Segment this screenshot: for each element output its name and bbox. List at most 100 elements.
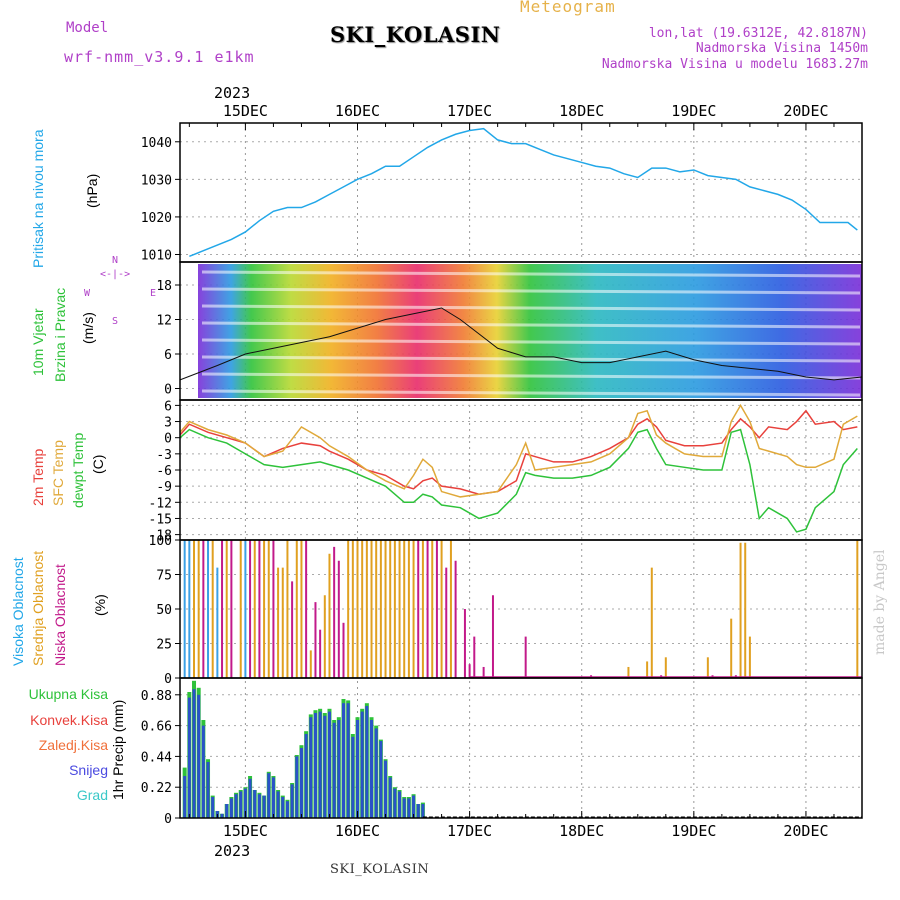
bottom-day-tick: 19DEC bbox=[671, 822, 716, 840]
precip-snow-bar bbox=[267, 773, 271, 818]
precip-snow-bar bbox=[309, 717, 313, 818]
precip-snow-bar bbox=[262, 795, 266, 818]
clouds-ytick-label: 0 bbox=[164, 672, 172, 687]
compass-west: W bbox=[84, 288, 91, 299]
legend-convective-rain: Konvek.Kisa bbox=[30, 712, 108, 728]
precip-snow-bar bbox=[187, 697, 191, 818]
precip-ytick-label: 0.44 bbox=[141, 750, 172, 765]
watermark: made by Angel bbox=[872, 549, 888, 656]
precip-snow-bar bbox=[197, 694, 201, 818]
temperature-ytick-label: -3 bbox=[156, 448, 172, 463]
precip-snow-bar bbox=[318, 711, 322, 818]
precip-snow-bar bbox=[337, 720, 341, 818]
dewpt-line bbox=[179, 428, 858, 533]
precip-snow-bar bbox=[299, 748, 303, 818]
precip-snow-bar bbox=[290, 784, 294, 818]
precip-snow-bar bbox=[327, 711, 331, 818]
wind-barb-streak bbox=[201, 355, 861, 363]
precip-snow-bar bbox=[220, 813, 224, 818]
bottom-day-tick: 16DEC bbox=[335, 822, 380, 840]
pressure-ytick-label: 1020 bbox=[141, 211, 172, 226]
top-day-tick: 19DEC bbox=[671, 102, 716, 120]
model-name: wrf-nmm_v3.9.1 e1km bbox=[64, 48, 255, 66]
sfc-temp-line bbox=[179, 403, 858, 498]
compass-north: N bbox=[112, 255, 119, 266]
precip-ytick-label: 0.66 bbox=[141, 720, 172, 735]
wind-barb-streak bbox=[201, 321, 861, 329]
top-day-tick: 20DEC bbox=[783, 102, 828, 120]
pressure-line bbox=[189, 127, 858, 258]
precip-snow-bar bbox=[239, 791, 243, 818]
precip-snow-bar bbox=[257, 794, 261, 818]
wind-ytick-label: 6 bbox=[164, 348, 172, 363]
top-day-tick: 15DEC bbox=[223, 102, 268, 120]
precip-snow-bar bbox=[206, 762, 210, 818]
precip-snow-bar bbox=[211, 797, 215, 818]
year-bottom: 2023 bbox=[214, 842, 251, 860]
wind-ytick-label: 12 bbox=[156, 314, 172, 329]
temp2m-line bbox=[179, 409, 858, 495]
legend-snow: Snijeg bbox=[69, 762, 108, 778]
wind-speed-line bbox=[179, 307, 863, 381]
temperature-ytick-label: -15 bbox=[149, 512, 172, 527]
precip-snow-bar bbox=[402, 798, 406, 818]
precip-snow-bar bbox=[201, 725, 205, 818]
legend-hail: Grad bbox=[76, 787, 108, 803]
bottom-day-tick: 20DEC bbox=[783, 822, 828, 840]
precip-snow-bar bbox=[183, 776, 187, 818]
bottom-day-tick: 18DEC bbox=[559, 822, 604, 840]
footer-station: SKI_KOLASIN bbox=[330, 862, 430, 877]
precip-panel-frame bbox=[179, 677, 863, 819]
precip-snow-bar bbox=[416, 804, 420, 818]
precip-snow-bar bbox=[407, 798, 411, 818]
legend-freezing-rain: Zaledj.Kisa bbox=[38, 737, 108, 753]
temperature-ytick-label: -9 bbox=[156, 480, 172, 495]
precip-ytick-label: 0.88 bbox=[141, 689, 172, 704]
wind-barb-streak bbox=[201, 389, 861, 397]
precip-snow-bar bbox=[351, 736, 355, 818]
compass-south: S bbox=[112, 316, 119, 327]
bottom-day-tick: 15DEC bbox=[223, 822, 268, 840]
pressure-ytick-label: 1030 bbox=[141, 173, 172, 188]
station-title: SKI_KOLASIN bbox=[330, 22, 501, 47]
top-day-tick: 16DEC bbox=[335, 102, 380, 120]
precip-snow-bar bbox=[374, 728, 378, 818]
top-day-tick: 18DEC bbox=[559, 102, 604, 120]
bottom-day-tick: 17DEC bbox=[447, 822, 492, 840]
precip-snow-bar bbox=[370, 720, 374, 818]
temperature-ytick-label: -6 bbox=[156, 464, 172, 479]
precip-snow-bar bbox=[285, 801, 289, 818]
lonlat-label: lon,lat (19.6312E, 42.8187N) bbox=[648, 26, 868, 41]
wind-barb-streak bbox=[201, 372, 861, 380]
precip-snow-bar bbox=[412, 795, 416, 818]
precip-snow-bar bbox=[341, 703, 345, 818]
precip-snow-bar bbox=[346, 703, 350, 818]
precip-snow-bar bbox=[248, 778, 252, 818]
precip-snow-bar bbox=[234, 794, 238, 818]
wind-ytick-label: 0 bbox=[164, 383, 172, 398]
wind-barb-streak bbox=[201, 287, 861, 295]
temperature-ytick-label: 6 bbox=[164, 399, 172, 414]
product-title: Meteogram bbox=[520, 0, 616, 16]
top-day-tick: 17DEC bbox=[447, 102, 492, 120]
precip-snow-bar bbox=[384, 760, 388, 818]
temperature-ytick-label: -12 bbox=[149, 496, 172, 511]
temperature-ytick-label: -18 bbox=[149, 529, 172, 544]
precip-snow-bar bbox=[323, 715, 327, 818]
pressure-ytick-label: 1040 bbox=[141, 136, 172, 151]
precip-snow-bar bbox=[388, 777, 392, 818]
temperature-ytick-label: 0 bbox=[164, 432, 172, 447]
precip-snow-bar bbox=[379, 741, 383, 818]
precip-snow-bar bbox=[225, 804, 229, 818]
precip-snow-bar bbox=[421, 804, 425, 818]
precip-snow-bar bbox=[192, 689, 196, 818]
clouds-ytick-label: 25 bbox=[156, 638, 172, 653]
precip-snow-bar bbox=[243, 788, 247, 818]
precip-snow-bar bbox=[393, 788, 397, 818]
precip-snow-bar bbox=[356, 720, 360, 818]
wind-ytick-label: 18 bbox=[156, 279, 172, 294]
clouds-ytick-label: 75 bbox=[156, 569, 172, 584]
legend-total-rain: Ukupna Kisa bbox=[28, 686, 108, 702]
wind-barb-streak bbox=[201, 270, 861, 278]
